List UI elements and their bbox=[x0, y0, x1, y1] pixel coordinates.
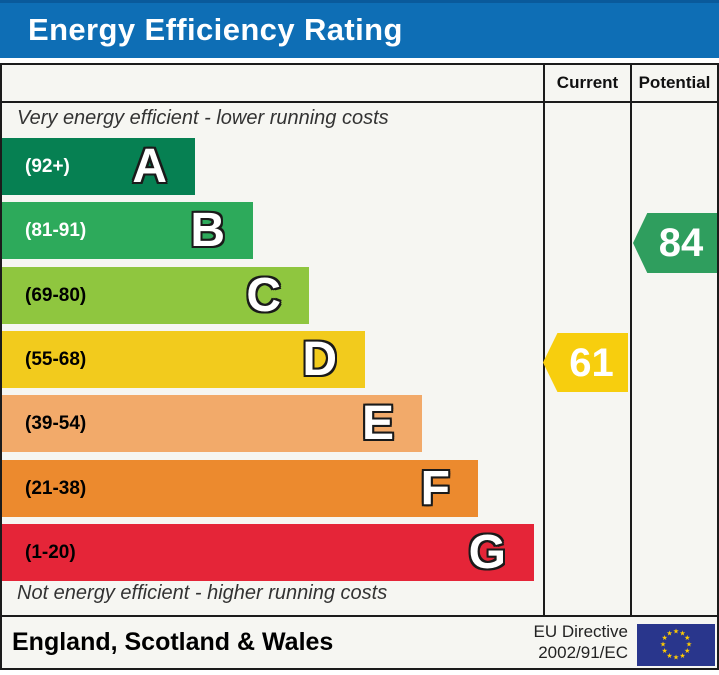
potential-rating-arrow: 84 bbox=[633, 213, 717, 273]
svg-text:★: ★ bbox=[662, 634, 668, 642]
column-header-current: Current bbox=[556, 73, 619, 92]
band-letter: D bbox=[302, 332, 337, 386]
svg-text:★: ★ bbox=[666, 652, 672, 660]
band-row-g: (1-20) G bbox=[2, 524, 534, 581]
current-rating-arrow: 61 bbox=[543, 333, 628, 392]
svg-text:★: ★ bbox=[662, 647, 668, 655]
band-range-label: (92+) bbox=[25, 155, 70, 177]
svg-text:★: ★ bbox=[679, 652, 685, 660]
band-letter: E bbox=[361, 396, 394, 450]
band-range-label: (21-38) bbox=[25, 477, 87, 499]
table-border-current-left bbox=[543, 65, 545, 617]
band-range-label: (55-68) bbox=[25, 348, 87, 370]
svg-text:★: ★ bbox=[684, 647, 690, 655]
band-range-label: (39-54) bbox=[25, 412, 87, 434]
banner-top-stripe bbox=[0, 0, 719, 3]
svg-text:★: ★ bbox=[679, 629, 685, 637]
table-border-footer-top bbox=[2, 615, 717, 617]
eu-directive-label: EU Directive 2002/91/EC bbox=[422, 616, 628, 668]
caption-very-efficient: Very energy efficient - lower running co… bbox=[17, 107, 389, 129]
eu-directive-line2: 2002/91/EC bbox=[538, 643, 628, 662]
band-range-label: (81-91) bbox=[25, 219, 87, 241]
band-row-b: (81-91) B bbox=[2, 202, 253, 259]
banner: Energy Efficiency Rating bbox=[0, 0, 719, 58]
svg-text:★: ★ bbox=[684, 634, 690, 642]
potential-rating-value: 84 bbox=[658, 221, 704, 265]
footer-region-label: England, Scotland & Wales bbox=[12, 627, 334, 656]
band-letter: G bbox=[468, 525, 506, 579]
band-range-label: (1-20) bbox=[25, 541, 76, 563]
band-range-label: (69-80) bbox=[25, 284, 87, 306]
svg-text:★: ★ bbox=[673, 628, 679, 636]
band-row-f: (21-38) F bbox=[2, 460, 478, 517]
svg-text:★: ★ bbox=[666, 629, 672, 637]
band-letter: C bbox=[246, 268, 281, 322]
column-header-potential: Potential bbox=[638, 73, 711, 92]
band-letter: A bbox=[132, 139, 167, 193]
eu-flag-icon: ★ ★ ★ ★ ★ ★ ★ ★ ★ ★ ★ ★ bbox=[637, 624, 715, 666]
table-border-potential-left bbox=[630, 65, 632, 617]
band-row-c: (69-80) C bbox=[2, 267, 309, 324]
table-border-header-bottom bbox=[2, 101, 717, 103]
band-row-d: (55-68) D bbox=[2, 331, 365, 388]
page-title: Energy Efficiency Rating bbox=[28, 12, 403, 47]
band-letter: B bbox=[190, 203, 225, 257]
svg-text:★: ★ bbox=[660, 641, 666, 649]
current-rating-value: 61 bbox=[569, 340, 614, 385]
svg-text:★: ★ bbox=[673, 654, 679, 662]
band-row-e: (39-54) E bbox=[2, 395, 422, 452]
svg-text:★: ★ bbox=[686, 641, 692, 649]
caption-not-efficient: Not energy efficient - higher running co… bbox=[17, 582, 388, 604]
eu-directive-line1: EU Directive bbox=[533, 622, 628, 641]
band-row-a: (92+) A bbox=[2, 138, 195, 195]
band-letter: F bbox=[420, 461, 450, 515]
rating-table: Current Potential Very energy efficient … bbox=[0, 63, 719, 670]
